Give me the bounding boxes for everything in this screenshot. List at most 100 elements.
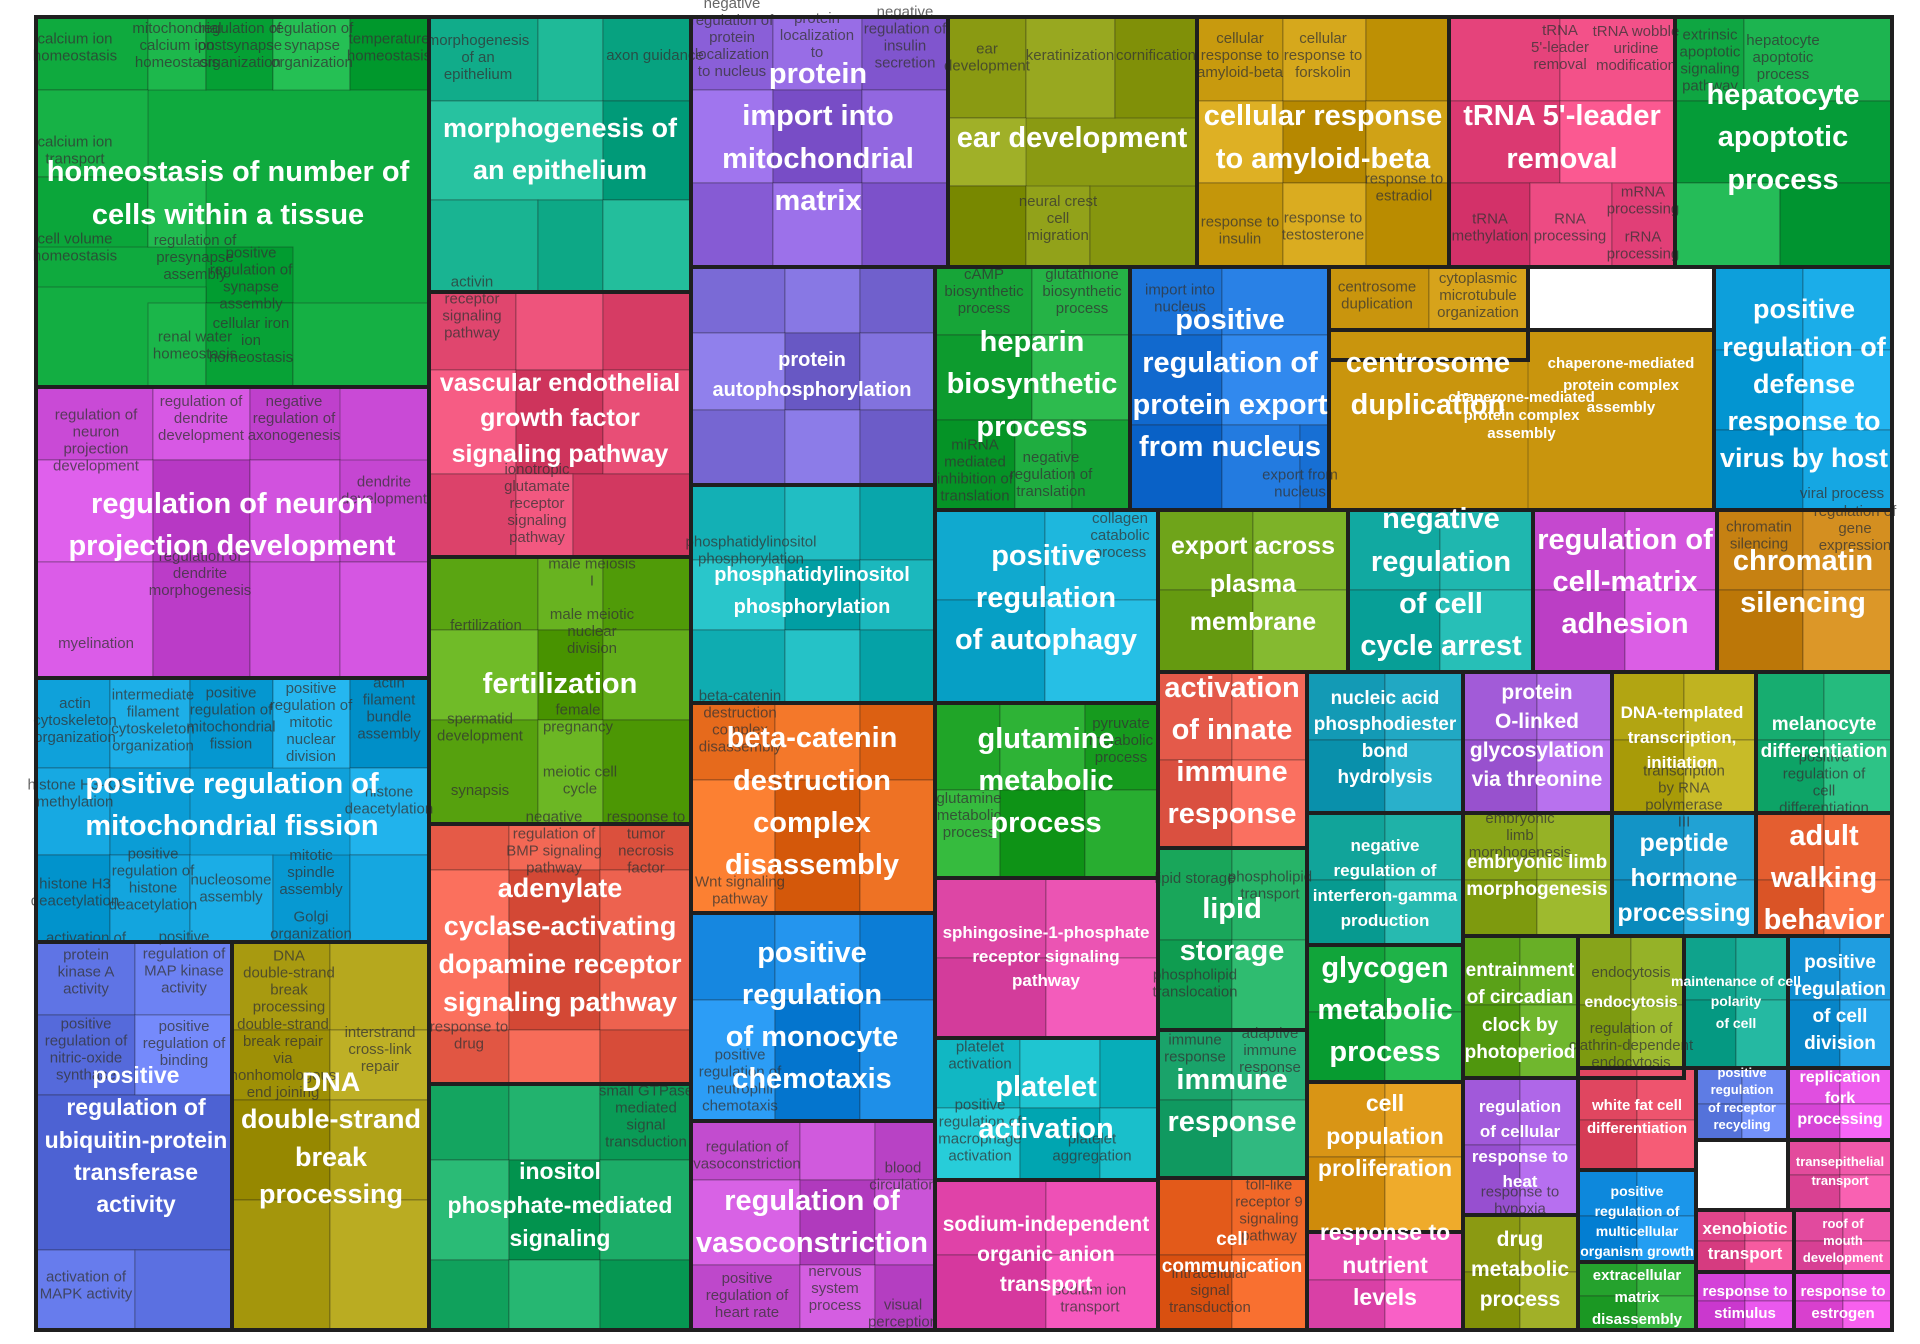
subcategory-label: ear development (944, 41, 1031, 75)
subcategory-tile (249, 386, 341, 461)
subcategory-tile (1741, 1103, 1789, 1141)
treemap-frame (34, 15, 1894, 1332)
group-label: white fat cell differentiation (1587, 1097, 1687, 1137)
group-label: positive regulation of monocyte chemotaxis (726, 937, 898, 1095)
group-label: nucleic acid phosphodiester bond hydrolysis (1314, 688, 1457, 788)
subcategory-tile (1306, 812, 1386, 881)
subcategory-label: mitotic spindle assembly (279, 847, 343, 898)
group-label: beta-catenin destruction complex disassembl… (725, 722, 899, 881)
subcategory-tile (1384, 1081, 1464, 1158)
subcategory-label: axon guidance (606, 47, 704, 64)
subcategory-label: sodium ion transport (1054, 1282, 1127, 1316)
subcategory-tile (1045, 877, 1159, 959)
subcategory-tile (205, 302, 294, 388)
subcategory-label: rRNA processing (1607, 229, 1680, 263)
subcategory-tile (772, 16, 863, 91)
subcategory-tile (147, 176, 207, 248)
subcategory-tile (861, 89, 949, 184)
subcategory-tile (1636, 1295, 1697, 1331)
subcategory-label: keratinization (1026, 47, 1114, 64)
subcategory-tile (599, 823, 692, 871)
group-label: regulation of neuron projection developme… (68, 488, 395, 562)
group-label-layer: homeostasis of number of cells within a t… (45, 58, 1888, 1328)
subcategory-tile (349, 767, 430, 856)
group-label: regulation of cell-matrix adhesion (1537, 524, 1713, 640)
subcategory-tile (508, 823, 601, 871)
subcategory-label: platelet activation (948, 1039, 1011, 1073)
subcategory-tile (784, 629, 861, 704)
subcategory-label: phospholipid translocation (1152, 967, 1237, 1001)
subcategory-tile (1743, 16, 1893, 102)
subcategory-label: tRNA methylation (1452, 211, 1529, 245)
group-label: protein O-linked glycosylation via threonin… (1470, 681, 1604, 791)
subcategory-tile (1674, 100, 1893, 184)
subcategory-tile (1045, 1179, 1159, 1256)
subcategory-tile (599, 1083, 692, 1161)
subcategory-tile (1231, 939, 1308, 1031)
subcategory-label: double-strand break repair via nonhomologou… (230, 1016, 337, 1101)
subcategory-tile (339, 561, 430, 679)
subcategory-tile (134, 1014, 233, 1096)
group-label: positive regulation of autophagy (955, 540, 1137, 656)
subcategory-tile (428, 16, 539, 102)
subcategory-label: embryonic limb morphogenesis (1469, 810, 1572, 861)
group-label: chromatin silencing (1733, 545, 1873, 619)
subcategory-tile (1793, 1300, 1844, 1331)
subcategory-label-layer: calcium ion homeostasis mitochondrial calci… (27, 0, 1897, 1331)
subcategory-label: phosphatidylinositol phosphorylation (686, 534, 817, 568)
group-label: cell population proliferation (1318, 1090, 1452, 1181)
subcategory-tile (859, 702, 936, 781)
subcategory-tile (1157, 509, 1254, 591)
subcategory-tile (249, 459, 341, 563)
subcategory-tile (1084, 702, 1159, 791)
subcategory-tile (1787, 935, 1841, 1001)
group-label: ear development (957, 122, 1188, 154)
group-label: peptide hormone processing (1617, 829, 1750, 927)
subcategory-label: actin cytoskeleton organization (33, 695, 116, 746)
subcategory-tile (1157, 671, 1233, 761)
subcategory-tile (1462, 1271, 1521, 1331)
group-label: phosphatidylinositol phosphorylation (714, 564, 910, 618)
group-label: positive regulation of multicellular organi… (1580, 1183, 1694, 1259)
subcategory-tile (1439, 589, 1534, 673)
subcategory-label: export from nucleus (1262, 467, 1338, 501)
subcategory-tile (1328, 266, 1430, 331)
subcategory-tile (1683, 739, 1757, 814)
group-label: regulation of cellular response to heat (1472, 1097, 1568, 1191)
subcategory-tile (690, 182, 774, 268)
group-label: positive regulation of cell division (1794, 952, 1886, 1054)
subcategory-tile (602, 291, 692, 371)
subcategory-tile (934, 509, 1046, 601)
group-label: endocytosis (1584, 994, 1677, 1011)
subcategory-tile (784, 559, 861, 631)
group-label: positive regulation of mitochondrial fiss… (85, 768, 379, 842)
subcategory-tile (152, 386, 251, 461)
group-label: heparin biosynthetic process (947, 326, 1118, 443)
subcategory-tile (35, 459, 154, 563)
subcategory-label: male meiosis I (548, 556, 636, 590)
subcategory-label: regulation of postsynapse organization (198, 20, 282, 71)
subcategory-tile (1577, 1215, 1638, 1263)
subcategory-tile (1462, 1144, 1521, 1216)
subcategory-label: dendrite development (341, 474, 428, 508)
subcategory-label: cAMP biosynthetic process (944, 266, 1024, 317)
subcategory-tile (1306, 1279, 1386, 1331)
subcategory-tile (109, 767, 191, 856)
group-label: maintenance of cell polarity of cell (1671, 973, 1801, 1031)
subcategory-label: negative regulation of insulin secretion (864, 4, 947, 72)
subcategory-tile (690, 779, 776, 914)
subcategory-tile (690, 559, 786, 631)
subcategory-tile (999, 702, 1086, 791)
subcategory-tile (861, 16, 949, 91)
subcategory-tile (134, 1249, 233, 1331)
subcategory-tile (428, 473, 517, 558)
subcategory-tile (1755, 671, 1825, 741)
subcategory-tile (349, 16, 430, 91)
subcategory-tile (272, 854, 351, 943)
group-border (1327, 265, 1530, 362)
subcategory-tile (508, 1083, 601, 1161)
subcategory-tile (1735, 999, 1789, 1069)
group-label: sodium-independent organic anion transport (943, 1213, 1150, 1296)
subcategory-tile (1365, 16, 1450, 102)
subcategory-label: DNA double-strand break processing (243, 948, 335, 1016)
